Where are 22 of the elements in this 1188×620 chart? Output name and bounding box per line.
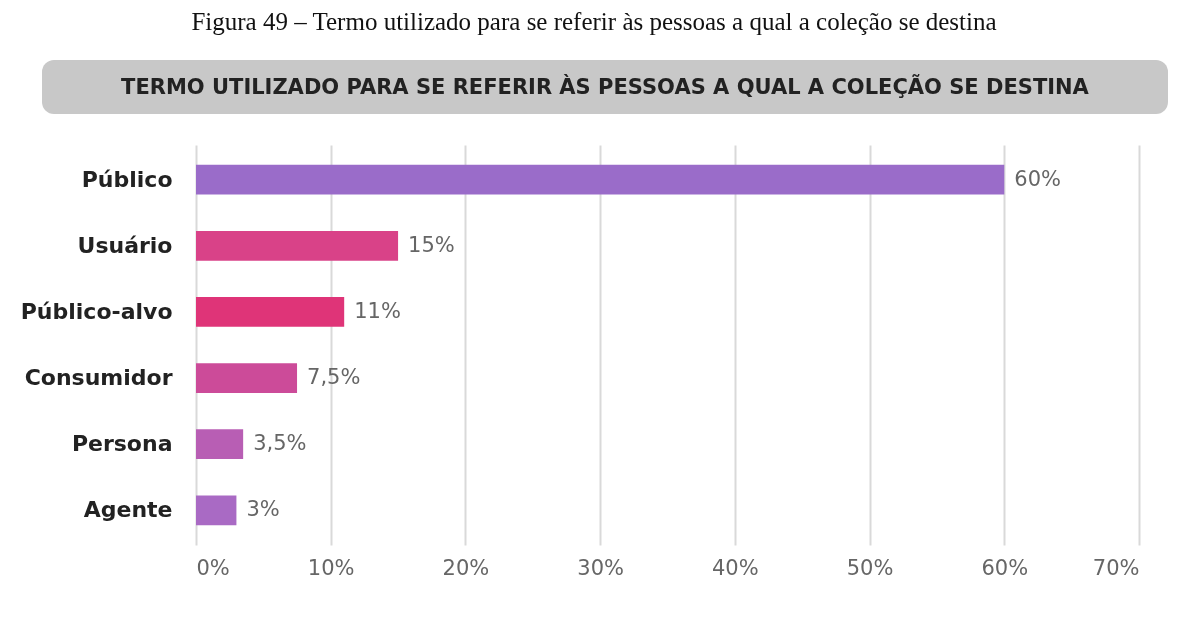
y-tick-label: Usuário bbox=[77, 232, 173, 258]
chart-subtitle: TERMO UTILIZADO PARA SE REFERIR ÀS PESSOAS A QUAL A COLEÇÃO SE DESTINA bbox=[42, 60, 1168, 114]
y-tick-label: Público-alvo bbox=[20, 298, 173, 324]
y-tick-label: Consumidor bbox=[24, 365, 173, 391]
data-label: 7,5% bbox=[307, 365, 361, 390]
x-tick-label: 30% bbox=[577, 555, 624, 580]
data-label: 60% bbox=[1014, 166, 1061, 191]
y-tick-label: Público bbox=[81, 166, 173, 192]
y-tick-label: Agente bbox=[83, 497, 173, 523]
data-label: 11% bbox=[354, 298, 401, 323]
data-label: 15% bbox=[408, 232, 455, 257]
x-tick-label: 0% bbox=[196, 555, 230, 580]
y-tick-label: Persona bbox=[71, 431, 173, 457]
chart-title: Figura 49 – Termo utilizado para se referir às pessoas a qual a coleção se destina bbox=[190, 8, 998, 37]
x-tick-label: 50% bbox=[846, 555, 894, 580]
x-tick-label: 60% bbox=[981, 555, 1029, 580]
x-tick-label: 70% bbox=[1092, 555, 1140, 580]
data-label: 3% bbox=[246, 497, 280, 522]
x-tick-label: 40% bbox=[712, 555, 759, 580]
x-tick-label: 10% bbox=[307, 555, 355, 580]
data-label: 3,5% bbox=[253, 431, 307, 456]
x-tick-label: 20% bbox=[442, 555, 490, 580]
